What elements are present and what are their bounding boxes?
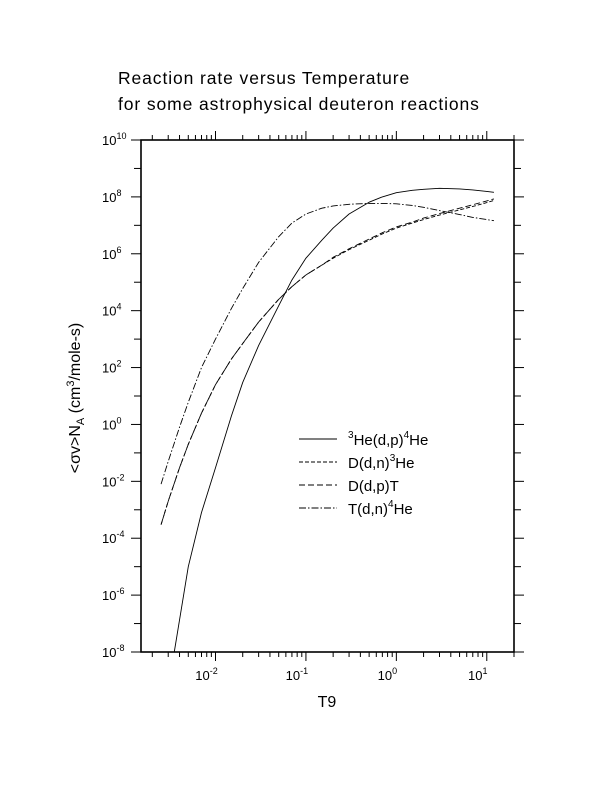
x-axis-label: T9 xyxy=(318,694,337,711)
series-line-3 xyxy=(160,198,495,525)
y-tick-label: 106 xyxy=(102,245,121,262)
x-tick-label: 10-1 xyxy=(286,666,308,683)
y-label-part: (cm xyxy=(67,387,84,418)
y-tick-label: 10-8 xyxy=(102,643,124,660)
series-lines xyxy=(160,187,495,653)
y-tick-label: 104 xyxy=(102,302,121,319)
legend-label-2: D(d,n)3He xyxy=(348,453,414,472)
y-tick-label: 10-2 xyxy=(102,472,124,489)
chart-title-line-1: Reaction rate versus Temperature xyxy=(118,68,411,88)
x-tick-label: 101 xyxy=(468,666,487,683)
chart-title-line-2: for some astrophysical deuteron reaction… xyxy=(118,94,480,114)
y-label-part: /mole-s) xyxy=(67,323,84,381)
y-tick-label: 108 xyxy=(102,188,121,205)
y-tick-label: 102 xyxy=(102,359,121,376)
x-tick-label: 10-2 xyxy=(195,666,217,683)
x-tick-label: 100 xyxy=(378,666,397,683)
y-tick-label: 1010 xyxy=(102,131,126,148)
tick-labels: 10-2 10-1 100 101 10-8 10-6 10-4 10-2 100 102 104 1… xyxy=(102,131,488,683)
legend: 3He(d,p)4He D(d,n)3He D(d,p)T T(d,n)4He xyxy=(299,430,428,518)
plot-frame xyxy=(140,139,515,653)
x-axis-label-group: T9 xyxy=(318,694,337,711)
y-label-part: <σv>N xyxy=(67,425,84,473)
y-label-sup: 3 xyxy=(65,381,77,387)
legend-label-3: D(d,p)T xyxy=(348,478,399,495)
legend-label-1: 3He(d,p)4He xyxy=(348,430,428,449)
series-line-4 xyxy=(160,202,495,485)
y-tick-label: 10-6 xyxy=(102,586,124,603)
axis-ticks xyxy=(131,131,524,661)
y-axis-label-text: <σv>NA (cm3/mole-s) xyxy=(65,323,87,473)
legend-label-4: T(d,n)4He xyxy=(348,499,413,518)
y-label-sub: A xyxy=(75,417,87,425)
series-line-2 xyxy=(160,200,495,525)
y-tick-label: 100 xyxy=(102,415,121,432)
y-tick-label: 10-4 xyxy=(102,529,124,546)
series-line-1 xyxy=(173,187,494,653)
y-axis-label: <σv>NA (cm3/mole-s) xyxy=(65,323,87,473)
